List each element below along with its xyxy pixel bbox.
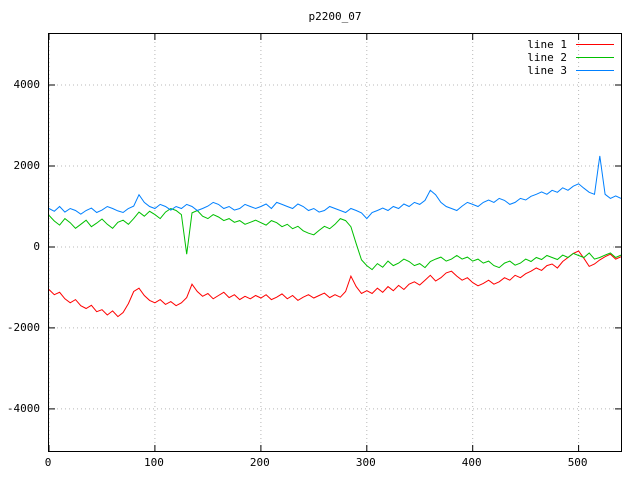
x-tick-label: 500 xyxy=(567,456,588,469)
y-tick-label: 2000 xyxy=(13,158,41,172)
legend-item: line 2 xyxy=(527,51,614,64)
legend-line-sample xyxy=(576,44,614,45)
plot-area xyxy=(48,33,622,452)
series-line-2 xyxy=(49,207,621,271)
legend-label: line 1 xyxy=(527,38,567,51)
legend-line-sample xyxy=(576,70,614,71)
x-tick-label: 200 xyxy=(249,456,270,469)
legend-label: line 3 xyxy=(527,64,567,77)
legend-label: line 2 xyxy=(527,51,567,64)
series-line-3 xyxy=(49,155,621,220)
y-tick-label: 0 xyxy=(33,239,40,253)
y-tick-label: -2000 xyxy=(6,320,40,334)
x-tick-label: 100 xyxy=(143,456,164,469)
series-line-1 xyxy=(49,250,621,318)
x-tick-label: 400 xyxy=(461,456,482,469)
x-tick-label: 0 xyxy=(44,456,52,469)
y-tick-label: 4000 xyxy=(13,78,41,91)
legend-line-sample xyxy=(576,57,614,58)
x-tick-label: 300 xyxy=(355,456,376,469)
legend-item: line 1 xyxy=(527,38,614,51)
legend: line 1 line 2 line 3 xyxy=(527,38,614,77)
plot-canvas xyxy=(49,34,621,451)
legend-item: line 3 xyxy=(527,64,614,77)
chart-title: p2200_07 xyxy=(308,10,362,23)
y-tick-label: -4000 xyxy=(6,401,40,415)
